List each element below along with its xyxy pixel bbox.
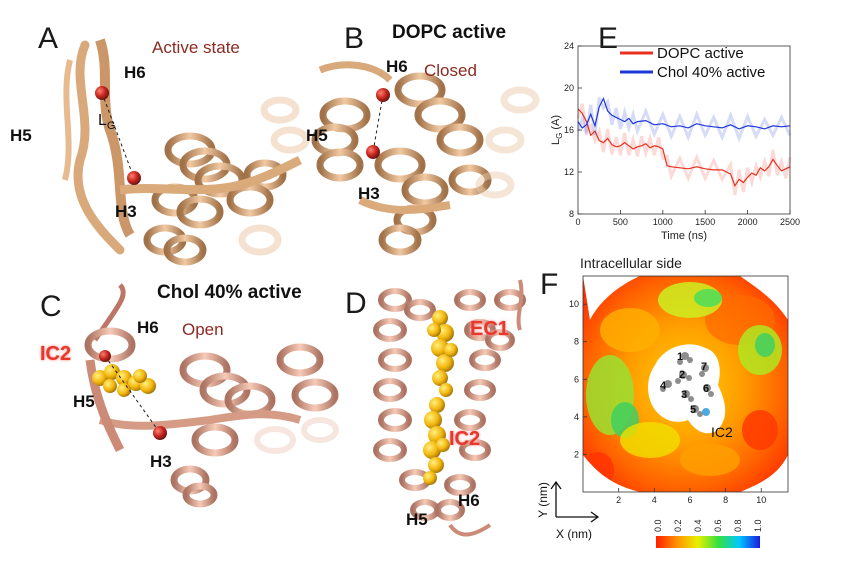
panel-c-state: Open	[182, 320, 224, 339]
panel-f-y-axis-title: Y (nm)	[536, 482, 550, 518]
panel-letter-a: A	[38, 22, 59, 55]
x-tick-label: 1000	[653, 217, 673, 227]
x-axis-title: Time (ns)	[661, 230, 707, 242]
site-label-5: 5	[690, 404, 697, 416]
panel-c-structure	[84, 283, 339, 508]
panel-letter-d: D	[345, 287, 367, 320]
y-tick-label: 12	[564, 167, 574, 177]
panel-d-ec1-label: EC1	[470, 318, 509, 340]
panel-letter-b: B	[344, 22, 365, 55]
panel-b-state: Closed	[424, 61, 477, 80]
hm-x-tick-label: 10	[756, 495, 766, 505]
x-tick-label: 2000	[738, 217, 758, 227]
series-line-2	[577, 96, 791, 130]
panel-a-h3-label: H3	[115, 202, 137, 221]
panel-letter-c: C	[40, 290, 62, 323]
panel-d-structure	[373, 279, 526, 537]
ic2-ligand-c	[92, 364, 156, 397]
site-label-1: 1	[677, 351, 684, 363]
site-label-7: 7	[701, 361, 708, 373]
panel-c-h6-label: H6	[137, 318, 159, 337]
hm-y-tick-label: 10	[569, 299, 579, 309]
colorbar-tick-label: 1.0	[753, 519, 763, 532]
colorbar-tick-label: 0.4	[693, 519, 703, 532]
y-tick-label: 8	[569, 209, 574, 219]
series-band-2	[576, 96, 792, 143]
hm-x-tick-label: 2	[616, 495, 621, 505]
panel-b-h6-label: H6	[386, 57, 408, 76]
density-map	[583, 276, 788, 492]
lg-subscript: G	[106, 120, 116, 133]
panel-c-ic2-label: IC2	[40, 343, 72, 365]
x-tick-label: 2500	[780, 217, 800, 227]
site-label-2: 2	[679, 369, 686, 381]
x-tick-label: 0	[575, 217, 580, 227]
hm-y-tick-label: 6	[574, 374, 579, 384]
panel-f-title: Intracellular side	[580, 255, 682, 271]
colorbar	[656, 536, 760, 548]
site-label-3: 3	[681, 389, 688, 401]
y-axis-title: LG (A)	[550, 115, 564, 145]
hm-y-tick-label: 2	[574, 449, 579, 459]
site-label-4: 4	[660, 380, 667, 392]
panel-a-h6-label: H6	[124, 63, 146, 82]
panel-letter-f: F	[540, 268, 559, 301]
lg-symbol: L	[98, 112, 107, 129]
x-tick-label: 1500	[695, 217, 715, 227]
hm-y-tick-label: 4	[574, 412, 579, 422]
ic2-ligand-d	[423, 397, 450, 485]
colorbar-tick-label: 0.0	[653, 519, 663, 532]
site-label-6: 6	[703, 383, 710, 395]
panel-f-ic2-label: IC2	[711, 424, 733, 440]
hm-x-tick-label: 6	[687, 495, 692, 505]
legend-label-2: Chol 40% active	[657, 64, 765, 81]
panel-d-h5-label: H5	[406, 510, 428, 529]
hm-x-tick-label: 8	[723, 495, 728, 505]
colorbar-tick-label: 0.6	[713, 519, 723, 532]
x-tick-label: 500	[613, 217, 628, 227]
panel-d-h6-label: H6	[458, 491, 480, 510]
panel-c-title: Chol 40% active	[157, 282, 302, 303]
y-tick-label: 16	[564, 125, 574, 135]
panel-b-h3-label: H3	[358, 184, 380, 203]
axis-arrows	[550, 480, 600, 523]
colorbar-tick-label: 0.8	[733, 519, 743, 532]
panel-c-h5-label: H5	[73, 392, 95, 411]
panel-f-x-axis-title: X (nm)	[556, 527, 592, 541]
panel-b-h5-label: H5	[306, 126, 328, 145]
hm-y-tick-label: 8	[574, 337, 579, 347]
ec1-ligand	[427, 310, 458, 397]
panel-a-lg-label: LG	[98, 112, 115, 132]
panel-a-h5-label: H5	[10, 126, 32, 145]
panel-d-ic2-label: IC2	[449, 428, 481, 450]
y-tick-label: 24	[564, 41, 574, 51]
colorbar-tick-label: 0.2	[673, 519, 683, 532]
series-line-1	[577, 108, 791, 188]
panel-b-structure	[311, 61, 540, 256]
panel-c-h3-label: H3	[150, 452, 172, 471]
legend-label-1: DOPC active	[657, 45, 744, 62]
panel-b-title: DOPC active	[392, 22, 507, 43]
panel-a-structure	[62, 38, 310, 266]
hm-x-tick-label: 4	[652, 495, 657, 505]
panel-a-state: Active state	[152, 38, 240, 57]
panel-letter-e: E	[598, 22, 619, 55]
y-tick-label: 20	[564, 83, 574, 93]
